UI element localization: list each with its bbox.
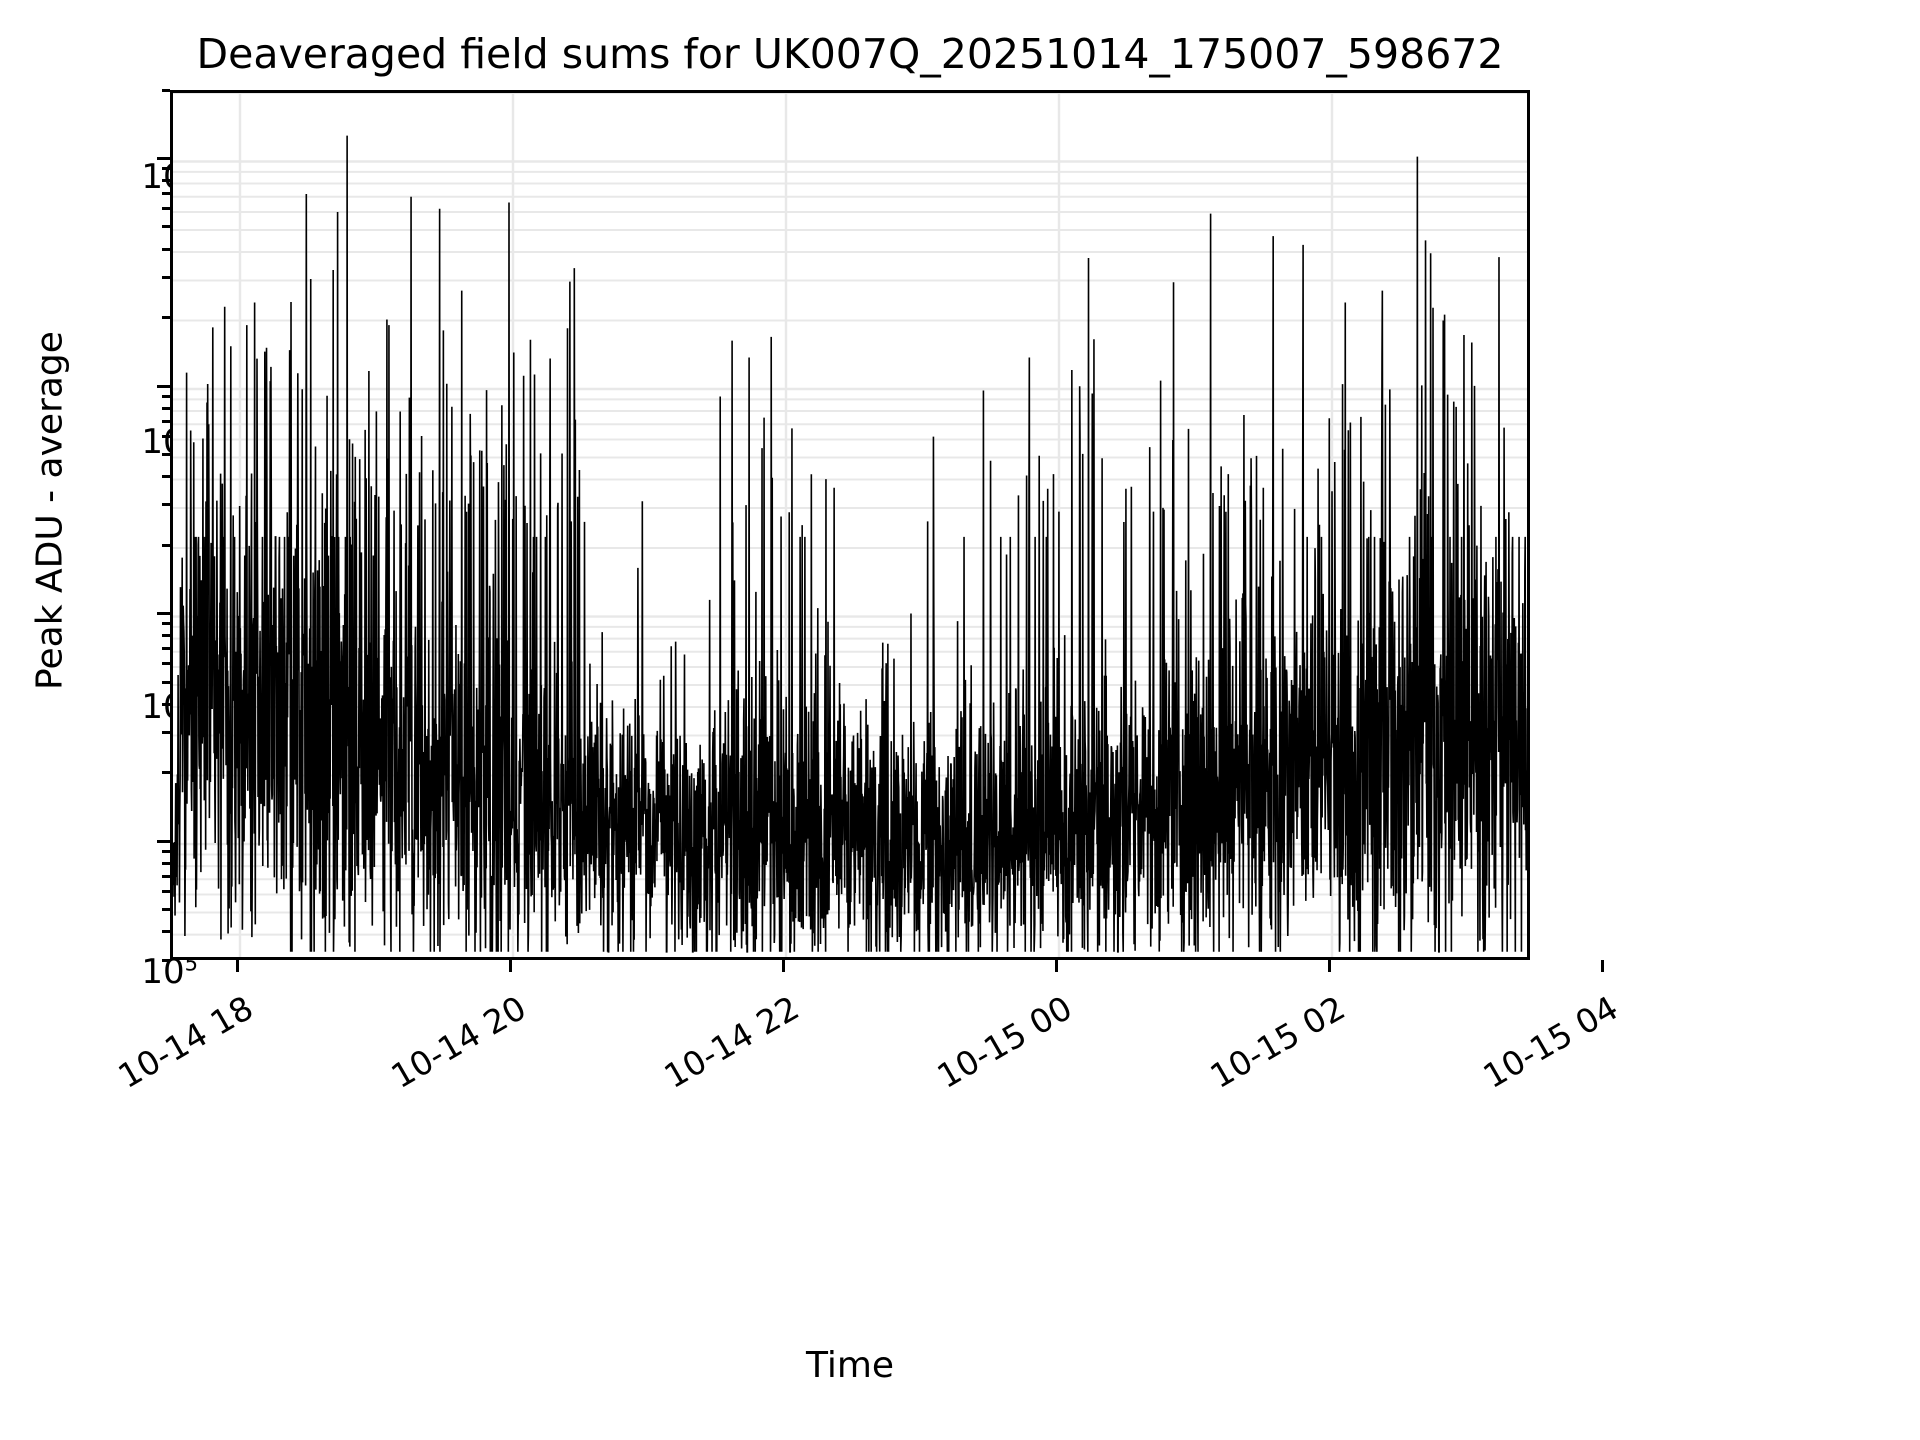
y-minor-tick bbox=[162, 622, 170, 626]
y-minor-tick bbox=[162, 662, 170, 666]
y-minor-tick bbox=[162, 908, 170, 912]
y-minor-tick bbox=[162, 247, 170, 251]
x-major-tick-1 bbox=[508, 960, 512, 972]
y-minor-tick bbox=[162, 503, 170, 507]
x-major-tick-2 bbox=[781, 960, 785, 972]
x-tick-label-2: 10-14 22 bbox=[657, 988, 806, 1096]
y-minor-tick bbox=[162, 207, 170, 211]
y-minor-tick bbox=[162, 890, 170, 893]
y-minor-tick bbox=[162, 452, 170, 456]
x-major-tick-5 bbox=[1600, 960, 1604, 972]
y-major-tick bbox=[157, 839, 170, 843]
x-tick-label-3: 10-15 00 bbox=[930, 988, 1079, 1096]
series-plot bbox=[173, 93, 1527, 957]
y-minor-tick bbox=[162, 543, 170, 547]
y-minor-tick bbox=[162, 434, 170, 438]
y-minor-tick bbox=[162, 192, 170, 196]
y-minor-tick bbox=[162, 406, 170, 410]
x-major-tick-3 bbox=[1054, 960, 1058, 972]
y-major-tick bbox=[157, 612, 170, 616]
y-minor-tick bbox=[162, 930, 170, 934]
y-minor-tick bbox=[162, 730, 170, 734]
y-minor-tick bbox=[162, 702, 170, 706]
y-minor-tick bbox=[162, 634, 170, 638]
y-minor-tick bbox=[162, 647, 170, 651]
y-minor-tick bbox=[162, 275, 170, 279]
x-major-tick-0 bbox=[235, 960, 239, 972]
y-minor-tick bbox=[162, 861, 170, 865]
y-minor-tick bbox=[162, 771, 170, 775]
y-minor-tick bbox=[162, 394, 170, 398]
y-minor-tick bbox=[162, 167, 170, 171]
y-major-tick bbox=[157, 156, 170, 160]
x-axis-title: Time bbox=[805, 1345, 895, 1386]
x-tick-label-5: 10-15 04 bbox=[1476, 988, 1625, 1096]
y-minor-tick bbox=[162, 88, 170, 92]
y-minor-tick bbox=[162, 316, 170, 320]
x-tick-label-0: 10-14 18 bbox=[111, 988, 260, 1096]
plot-area bbox=[170, 90, 1530, 960]
data-line-peak-adu bbox=[173, 135, 1527, 953]
y-major-tick bbox=[157, 384, 170, 388]
x-tick-label-1: 10-14 20 bbox=[384, 988, 533, 1096]
x-tick-label-4: 10-15 02 bbox=[1203, 988, 1352, 1096]
chart-title: Deaveraged field sums for UK007Q_2025101… bbox=[196, 30, 1504, 78]
y-minor-tick bbox=[162, 419, 170, 423]
x-major-tick-4 bbox=[1327, 960, 1331, 972]
y-minor-tick bbox=[162, 874, 170, 878]
y-axis-title: Peak ADU - average bbox=[29, 331, 71, 690]
y-minor-tick bbox=[162, 958, 170, 962]
y-minor-tick bbox=[162, 475, 170, 479]
y-minor-tick bbox=[162, 849, 170, 853]
y-minor-tick bbox=[162, 225, 170, 229]
y-minor-tick bbox=[162, 680, 170, 684]
y-minor-tick bbox=[162, 179, 170, 183]
